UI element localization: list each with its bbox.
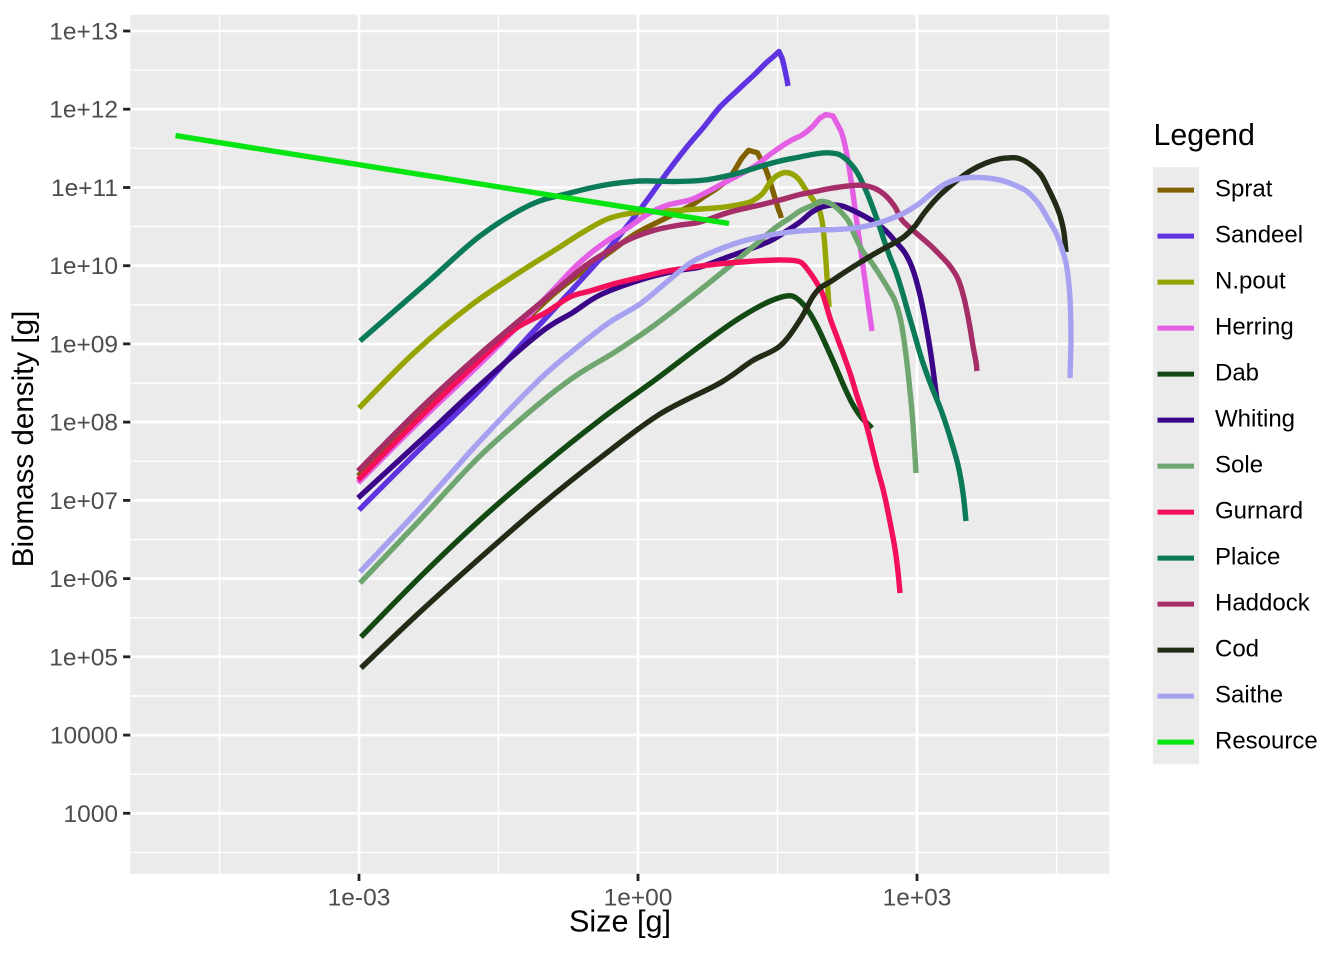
svg-text:N.pout: N.pout <box>1215 268 1286 295</box>
svg-text:Herring: Herring <box>1215 314 1294 341</box>
svg-text:1e-03: 1e-03 <box>328 885 391 912</box>
svg-text:Gurnard: Gurnard <box>1215 498 1303 525</box>
svg-text:1e+00: 1e+00 <box>604 885 673 912</box>
svg-text:Haddock: Haddock <box>1215 590 1311 617</box>
svg-text:1e+05: 1e+05 <box>49 644 118 671</box>
svg-text:Sole: Sole <box>1215 452 1263 479</box>
svg-text:Biomass density [g]: Biomass density [g] <box>7 311 40 568</box>
svg-text:1e+08: 1e+08 <box>49 410 118 437</box>
svg-text:Size [g]: Size [g] <box>569 905 671 939</box>
svg-text:Plaice: Plaice <box>1215 544 1280 571</box>
svg-text:1e+10: 1e+10 <box>49 253 118 280</box>
svg-text:1000: 1000 <box>63 801 118 828</box>
svg-text:1e+07: 1e+07 <box>49 488 118 515</box>
svg-text:1e+11: 1e+11 <box>51 175 118 202</box>
svg-text:Whiting: Whiting <box>1215 406 1295 433</box>
svg-text:Resource: Resource <box>1215 728 1318 755</box>
svg-text:Sprat: Sprat <box>1215 176 1273 203</box>
svg-text:1e+12: 1e+12 <box>49 97 118 124</box>
svg-text:1e+06: 1e+06 <box>49 566 118 593</box>
svg-text:1e+13: 1e+13 <box>49 19 118 46</box>
svg-text:10000: 10000 <box>50 723 118 750</box>
svg-text:Sandeel: Sandeel <box>1215 222 1303 249</box>
svg-text:Cod: Cod <box>1215 636 1259 663</box>
svg-text:Dab: Dab <box>1215 360 1259 387</box>
svg-text:Saithe: Saithe <box>1215 682 1283 709</box>
svg-text:1e+03: 1e+03 <box>883 885 952 912</box>
svg-text:1e+09: 1e+09 <box>49 331 118 358</box>
svg-text:Legend: Legend <box>1154 118 1255 152</box>
